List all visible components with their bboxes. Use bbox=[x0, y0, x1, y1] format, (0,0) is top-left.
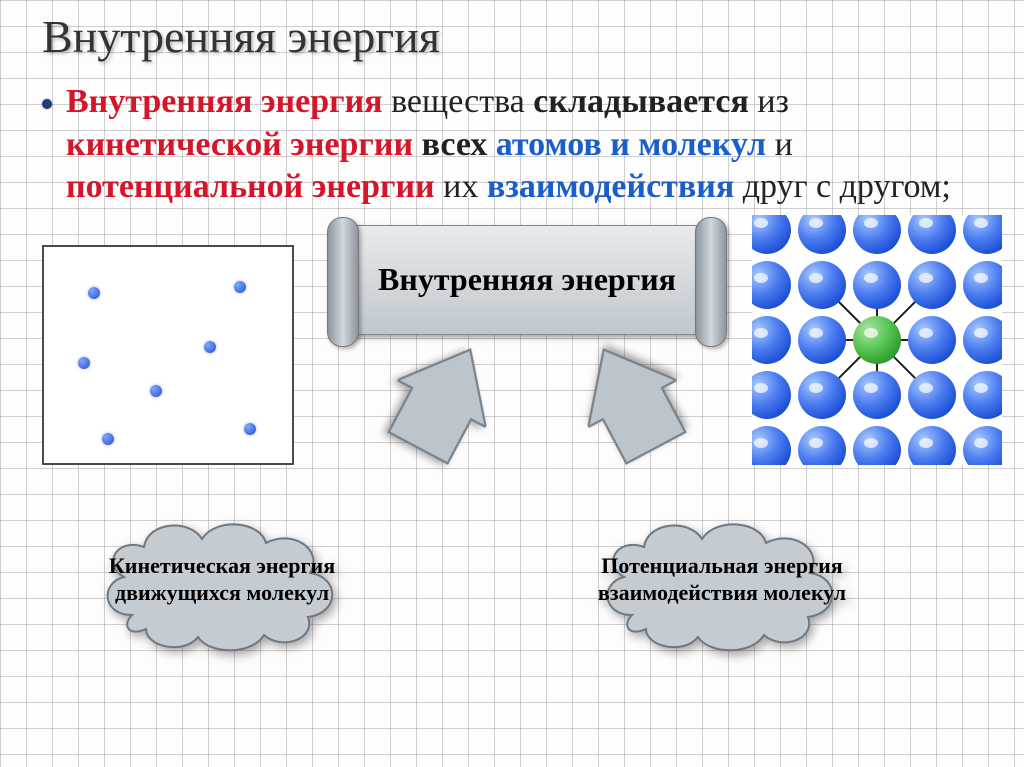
arrow-right bbox=[557, 319, 706, 474]
page-title: Внутренняя энергия bbox=[42, 10, 982, 63]
kinetic-energy-cloud: Кинетическая энергия движущихся молекул bbox=[92, 505, 352, 655]
internal-energy-banner: Внутренняя энергия bbox=[342, 225, 712, 335]
arrow-left bbox=[367, 319, 516, 474]
gas-molecules-illustration bbox=[42, 245, 294, 465]
bullet-item: Внутренняя энергия вещества складывается… bbox=[42, 81, 982, 209]
diagram-area: Внутренняя энергия Кинетическая энергия … bbox=[42, 215, 982, 675]
cloud-left-label: Кинетическая энергия движущихся молекул bbox=[92, 553, 352, 606]
cloud-right-label: Потенциальная энергия взаимодействия мол… bbox=[592, 553, 852, 606]
crystal-lattice-illustration bbox=[752, 215, 1002, 465]
potential-energy-cloud: Потенциальная энергия взаимодействия мол… bbox=[592, 505, 852, 655]
banner-label: Внутренняя энергия bbox=[378, 261, 676, 298]
definition-paragraph: Внутренняя энергия вещества складывается… bbox=[66, 81, 982, 209]
bullet-dot bbox=[42, 99, 52, 109]
